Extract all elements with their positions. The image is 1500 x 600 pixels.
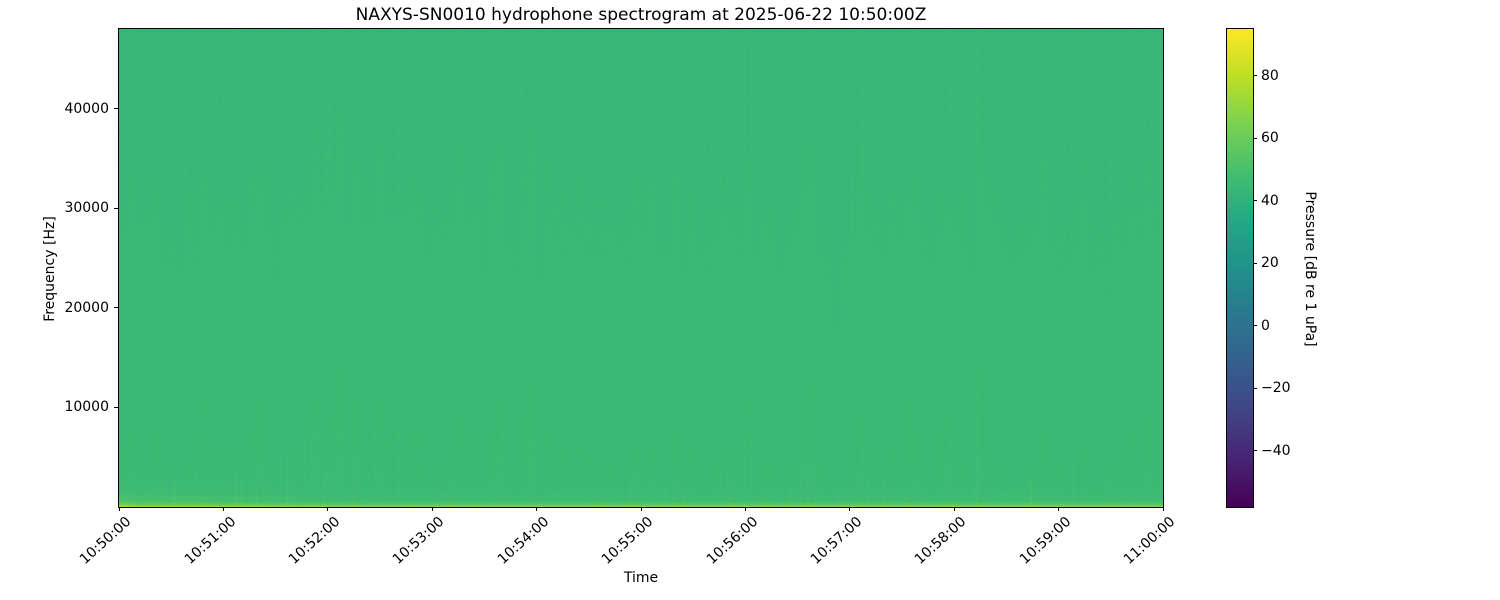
x-tick-label: 10:56:00 (703, 513, 761, 568)
colorbar-tick-label: 20 (1261, 255, 1279, 272)
y-tick-mark (114, 307, 118, 309)
y-tick-mark (114, 406, 118, 408)
colorbar-tick-label: 80 (1261, 67, 1279, 84)
colorbar-tick-mark (1253, 200, 1257, 202)
colorbar (1226, 28, 1254, 508)
x-tick-mark (327, 507, 329, 511)
x-tick-mark (1058, 507, 1060, 511)
x-tick-mark (536, 507, 538, 511)
x-tick-mark (640, 507, 642, 511)
x-tick-label: 10:52:00 (285, 513, 344, 568)
colorbar-tick-mark (1253, 137, 1257, 139)
colorbar-tick-mark (1253, 75, 1257, 77)
y-tick-mark (114, 207, 118, 209)
x-tick-mark (431, 507, 433, 511)
x-tick-label: 10:50:00 (76, 513, 135, 568)
y-tick-mark (114, 108, 118, 110)
x-tick-label: 10:59:00 (1016, 513, 1074, 568)
colorbar-tick-mark (1253, 450, 1257, 452)
y-axis-label: Frequency [Hz] (42, 216, 58, 322)
y-tick-label: 10000 (64, 399, 109, 416)
x-tick-label: 10:53:00 (390, 513, 448, 568)
colorbar-tick-mark (1253, 387, 1257, 389)
x-tick-label: 10:57:00 (807, 513, 866, 568)
x-tick-label: 10:54:00 (494, 513, 552, 568)
x-tick-label: 10:51:00 (181, 513, 239, 568)
spectrogram-plot-area (118, 28, 1164, 508)
y-tick-label: 20000 (64, 299, 109, 316)
colorbar-gradient (1227, 29, 1253, 507)
x-tick-mark (222, 507, 224, 511)
x-tick-mark (849, 507, 851, 511)
colorbar-tick-mark (1253, 325, 1257, 327)
x-tick-label: 10:58:00 (912, 513, 970, 568)
y-tick-label: 40000 (64, 100, 109, 117)
x-tick-label: 10:55:00 (598, 513, 657, 568)
x-tick-mark (953, 507, 955, 511)
x-tick-mark (744, 507, 746, 511)
colorbar-tick-label: 0 (1261, 317, 1270, 334)
colorbar-label: Pressure [dB re 1 uPa] (1302, 191, 1318, 347)
colorbar-tick-label: 60 (1261, 130, 1279, 147)
chart-title: NAXYS-SN0010 hydrophone spectrogram at 2… (355, 5, 927, 25)
x-tick-mark (118, 507, 120, 511)
colorbar-tick-label: 40 (1261, 192, 1279, 209)
x-axis-label: Time (623, 570, 659, 586)
colorbar-tick-label: −20 (1261, 380, 1291, 397)
x-tick-mark (1162, 507, 1164, 511)
colorbar-tick-label: −40 (1261, 442, 1291, 459)
colorbar-tick-mark (1253, 262, 1257, 264)
y-tick-label: 30000 (64, 200, 109, 217)
spectrogram-canvas (119, 29, 1163, 507)
x-tick-label: 11:00:00 (1120, 513, 1179, 568)
